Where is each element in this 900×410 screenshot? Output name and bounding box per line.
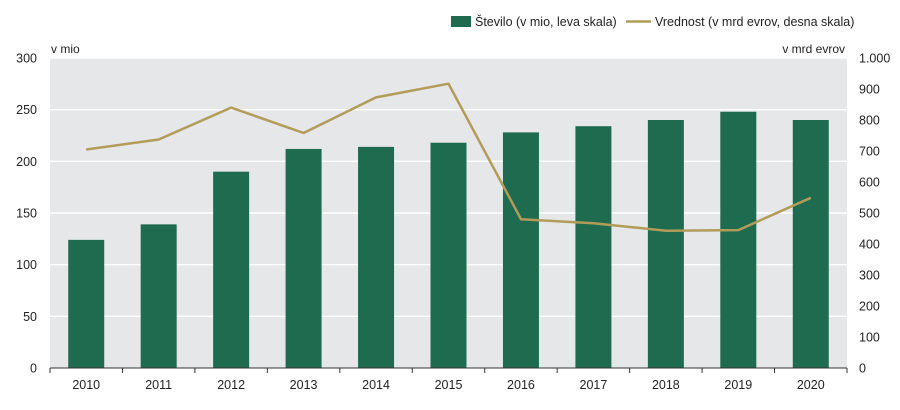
bar-2019: [720, 112, 756, 368]
x-tick-label: 2010: [72, 378, 100, 392]
bar-2016: [503, 132, 539, 368]
left-axis-unit-label: v mio: [51, 42, 80, 56]
bar-2014: [358, 147, 394, 368]
x-tick-label: 2015: [435, 378, 463, 392]
bar-2015: [431, 143, 467, 368]
right-tick-label: 1.000: [859, 52, 890, 66]
right-tick-label: 0: [859, 362, 866, 376]
x-tick-label: 2016: [507, 378, 535, 392]
x-tick-label: 2020: [797, 378, 825, 392]
bar-2018: [648, 120, 684, 368]
bar-2010: [68, 240, 104, 368]
x-tick-label: 2018: [652, 378, 680, 392]
right-tick-label: 500: [859, 207, 880, 221]
legend: Število (v mio, leva skala) Vrednost (v …: [451, 14, 854, 29]
bar-2013: [286, 149, 322, 368]
x-tick-label: 2011: [145, 378, 172, 392]
right-tick-label: 700: [859, 145, 880, 159]
legend-label-bars: Število (v mio, leva skala): [475, 14, 617, 29]
left-tick-label: 150: [16, 207, 37, 221]
bar-2017: [575, 126, 611, 368]
right-tick-label: 400: [859, 238, 880, 252]
left-tick-label: 0: [30, 362, 37, 376]
x-tick-label: 2019: [724, 378, 752, 392]
right-axis-unit-label: v mrd evrov: [782, 42, 845, 56]
right-tick-label: 200: [859, 300, 880, 314]
bar-2011: [141, 224, 177, 368]
right-tick-label: 900: [859, 83, 880, 97]
x-tick-label: 2017: [580, 378, 608, 392]
x-tick-label: 2012: [217, 378, 245, 392]
right-tick-label: 600: [859, 176, 880, 190]
right-tick-label: 100: [859, 331, 880, 345]
legend-label-line: Vrednost (v mrd evrov, desna skala): [655, 15, 854, 29]
left-tick-label: 200: [16, 155, 37, 169]
x-tick-label: 2014: [362, 378, 390, 392]
left-tick-label: 250: [16, 103, 37, 117]
bar-2012: [213, 172, 249, 368]
x-tick-label: 2013: [290, 378, 318, 392]
legend-swatch-bars: [451, 16, 471, 27]
left-tick-label: 100: [16, 258, 37, 272]
bar-2020: [793, 120, 829, 368]
right-tick-label: 800: [859, 114, 880, 128]
left-tick-label: 300: [16, 52, 37, 66]
left-tick-label: 50: [23, 310, 37, 324]
right-tick-label: 300: [859, 269, 880, 283]
